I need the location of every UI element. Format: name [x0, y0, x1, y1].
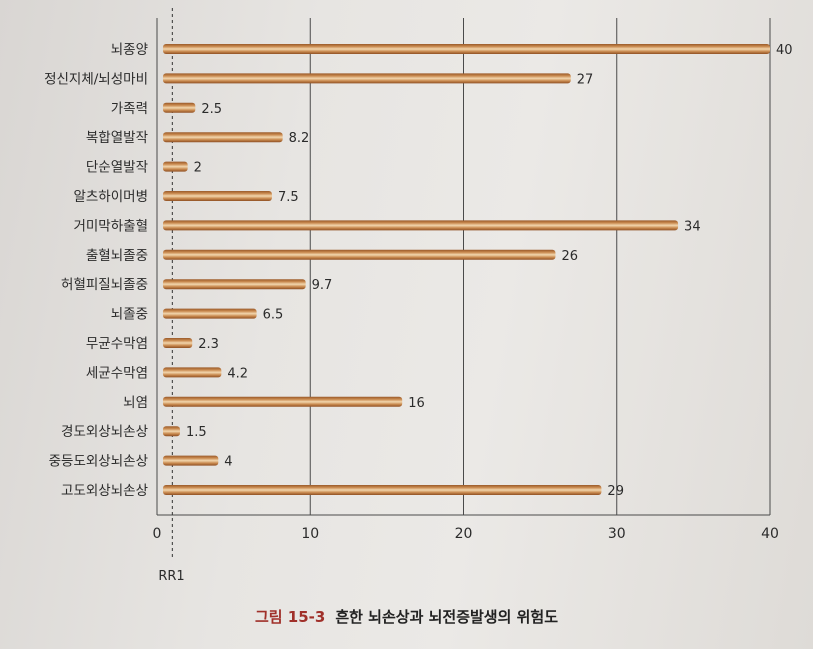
bar — [163, 132, 283, 143]
value-label: 4.2 — [227, 366, 248, 381]
bar — [163, 367, 222, 378]
category-label: 무균수막염 — [86, 336, 148, 352]
figure-number: 그림 15-3 — [254, 608, 326, 626]
bar — [163, 279, 306, 290]
category-label: 가족력 — [111, 101, 148, 117]
category-label: 뇌염 — [123, 395, 148, 411]
category-label: 알츠하이머병 — [73, 189, 148, 205]
category-label: 중등도외상뇌손상 — [49, 454, 148, 470]
value-label: 26 — [561, 249, 578, 264]
x-tick-label: 0 — [153, 526, 162, 542]
bar — [163, 73, 571, 84]
reference-line-label: RR1 — [158, 569, 184, 584]
bar — [163, 338, 193, 348]
x-tick-label: 40 — [761, 526, 779, 542]
bar — [163, 485, 602, 495]
category-label: 출혈뇌졸중 — [86, 248, 148, 264]
value-label: 34 — [684, 219, 701, 234]
category-label: 정신지체/뇌성마비 — [44, 71, 148, 87]
category-label: 고도외상뇌손상 — [61, 483, 148, 499]
value-label: 27 — [577, 72, 594, 87]
figure-caption: 그림 15-3 흔한 뇌손상과 뇌전증발생의 위험도 — [0, 606, 813, 627]
category-label: 허혈피질뇌졸중 — [61, 277, 148, 293]
value-label: 9.7 — [312, 278, 333, 293]
category-label: 세균수막염 — [86, 365, 148, 381]
value-label: 1.5 — [186, 425, 207, 440]
category-label: 거미막하출혈 — [73, 218, 148, 234]
value-label: 6.5 — [263, 308, 284, 323]
value-label: 29 — [607, 484, 624, 499]
value-label: 8.2 — [289, 131, 310, 146]
category-label: 경도외상뇌손상 — [61, 424, 148, 440]
value-label: 4 — [224, 455, 232, 470]
bar — [163, 161, 188, 172]
bar — [163, 396, 403, 407]
value-label: 40 — [776, 43, 793, 58]
bar — [163, 102, 196, 113]
bar — [163, 191, 272, 201]
bar — [163, 249, 556, 260]
value-label: 7.5 — [278, 190, 299, 205]
figure-title: 흔한 뇌손상과 뇌전증발생의 위험도 — [335, 608, 559, 626]
value-label: 2.3 — [198, 337, 219, 352]
value-label: 2 — [194, 161, 202, 176]
bar — [163, 455, 219, 466]
bar — [163, 44, 770, 54]
x-tick-label: 20 — [455, 526, 473, 542]
value-label: 16 — [408, 396, 425, 411]
bar — [163, 426, 180, 437]
category-label: 복합열발작 — [86, 130, 148, 146]
x-tick-label: 30 — [608, 526, 626, 542]
x-tick-label: 10 — [301, 526, 319, 542]
category-label: 뇌졸중 — [111, 307, 148, 323]
value-label: 2.5 — [201, 102, 222, 117]
category-label: 뇌종양 — [111, 42, 148, 58]
bar — [163, 308, 257, 319]
category-label: 단순열발작 — [86, 160, 148, 176]
bar — [163, 220, 679, 231]
